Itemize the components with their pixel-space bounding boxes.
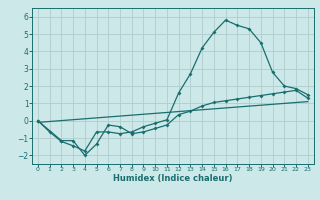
X-axis label: Humidex (Indice chaleur): Humidex (Indice chaleur)	[113, 174, 233, 183]
